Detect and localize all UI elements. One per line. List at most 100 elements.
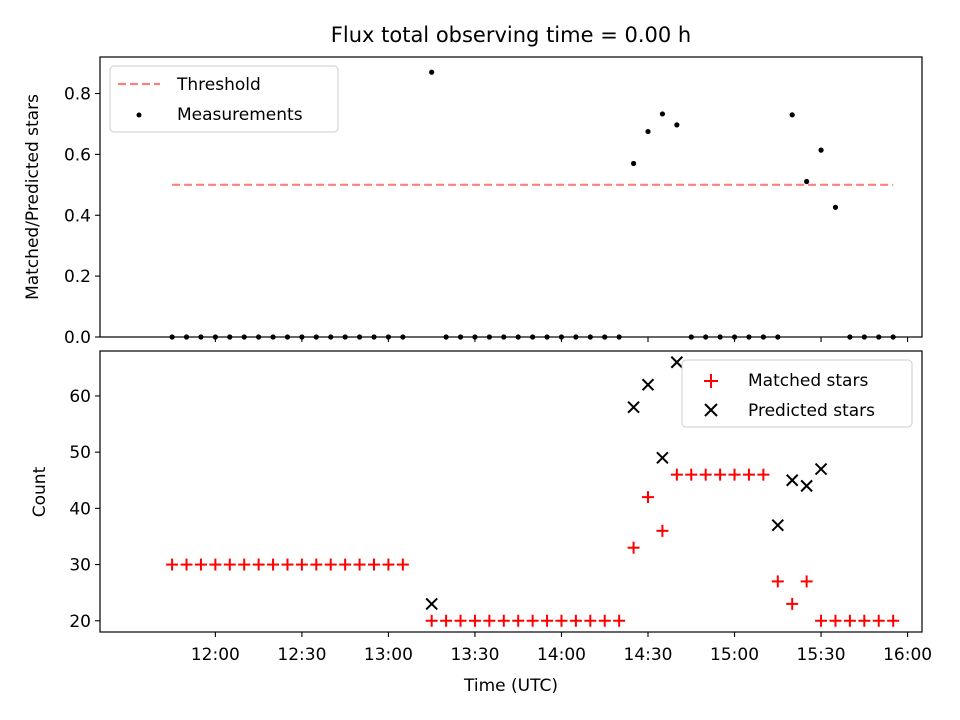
count-marks [166,356,900,627]
matched-star-point [786,597,799,610]
matched-star-point [771,575,784,588]
matched-star-point [353,558,366,571]
matched-star-point [858,614,871,627]
count-legend-box [681,359,913,428]
ratio-y-tick-label: 0.6 [64,145,91,165]
legend-threshold-label: Threshold [176,75,261,95]
measurement-point [674,122,680,128]
count-x-tick-label: 12:30 [277,645,326,665]
legend-predicted-swatch [704,403,718,417]
ratio-legend-box [109,65,339,133]
matched-star-point [699,468,712,481]
predicted-star-point [627,400,640,414]
matched-star-point [526,614,539,627]
matched-star-point [757,468,770,481]
count-x-tick-label: 14:30 [624,645,673,665]
predicted-star-point [786,474,799,487]
matched-star-point [670,468,683,481]
matched-star-point [642,491,654,504]
predicted-star-point [670,356,684,369]
predicted-star-point [656,451,669,464]
matched-star-point [887,614,900,627]
count-y-tick-label: 50 [69,443,91,463]
matched-star-point [815,614,828,627]
matched-star-point [339,558,352,571]
count-x-axis: 12:00 12:30 13:00 13:30 14:00 14:30 15:00 15:30… [191,632,932,665]
matched-star-point [569,614,582,627]
panel-counts: 20 30 40 50 60 12:00 12:30 13:00 13:30 14:00 14:3… [30,350,932,696]
matched-star-point [324,558,337,571]
ratio-y-tick-label: 0.8 [64,85,91,105]
matched-star-point [166,558,179,571]
x-axis-label: Time (UTC) [463,676,558,696]
predicted-star-point [814,462,828,476]
count-x-tick-label: 14:00 [537,645,586,665]
measurement-point [832,204,839,210]
matched-star-point [310,558,323,571]
count-y-axis: 20 30 40 50 60 [69,387,100,632]
count-legend: Matched stars Predicted stars [681,359,913,428]
matched-star-point [194,558,207,571]
measurement-point [818,147,824,153]
matched-star-point [180,558,193,571]
matched-star-point [238,558,251,571]
matched-star-point [440,614,453,627]
count-x-tick-label: 13:00 [364,645,413,665]
count-y-tick-label: 30 [69,556,91,576]
measurement-point [659,111,666,117]
matched-star-point [396,558,409,571]
count-x-tick-label: 15:00 [710,645,759,665]
matched-star-point [483,614,496,627]
count-y-tick-label: 40 [69,499,91,519]
matched-star-point [584,614,597,627]
matched-star-point [368,558,380,571]
legend-matched-swatch [704,374,718,388]
count-x-tick-label: 15:30 [797,645,846,665]
predicted-star-point [771,519,784,532]
count-y-axis-label: Count [30,466,50,517]
matched-star-point [656,524,669,537]
matched-star-point [555,614,568,627]
matched-star-point [295,558,308,571]
matched-star-point [829,614,842,627]
ratio-y-tick-label: 0.0 [64,328,91,348]
legend-matched-label: Matched stars [748,371,868,391]
count-y-tick-label: 20 [69,612,91,632]
ratio-y-axis: 0.0 0.2 0.4 0.6 0.8 [64,85,100,348]
matched-star-point [541,614,554,627]
count-plot-frame [99,350,923,633]
matched-star-point [685,468,698,481]
matched-star-point [281,558,294,571]
matched-star-point [497,614,510,627]
matched-star-point [512,614,525,627]
measurement-point [789,112,795,118]
count-x-tick-label: 12:00 [191,645,240,665]
count-x-tick-label: 16:00 [883,645,932,665]
ratio-plot-frame [99,56,923,338]
matched-star-point [252,558,265,571]
matched-star-point [613,614,626,627]
ratio-y-axis-label: Matched/Predicted stars [23,94,43,300]
matched-star-point [714,468,727,481]
legend-measurements-swatch [136,112,142,118]
predicted-star-point [641,378,655,391]
matched-star-point [872,614,885,627]
count-y-tick-label: 60 [69,387,91,407]
chart-title: Flux total observing time = 0.00 h [331,23,691,47]
ratio-legend: Threshold Measurements [109,65,339,133]
count-x-tick-label: 13:30 [450,645,499,665]
matched-star-point [468,614,481,627]
ratio-y-tick-label: 0.4 [64,206,91,226]
panel-ratio: 0.00.20.40.60.8 Matched/Predicted stars … [23,56,923,348]
matched-star-point [742,468,755,481]
ratio-y-tick-label: 0.2 [64,267,91,287]
measurement-point [645,128,651,135]
matched-star-point [627,541,640,554]
measurement-point [804,178,810,185]
matched-star-point [800,575,813,588]
measurement-point [630,160,637,167]
matched-star-point [209,558,222,571]
predicted-star-point [800,479,813,493]
matched-star-point [728,468,741,481]
